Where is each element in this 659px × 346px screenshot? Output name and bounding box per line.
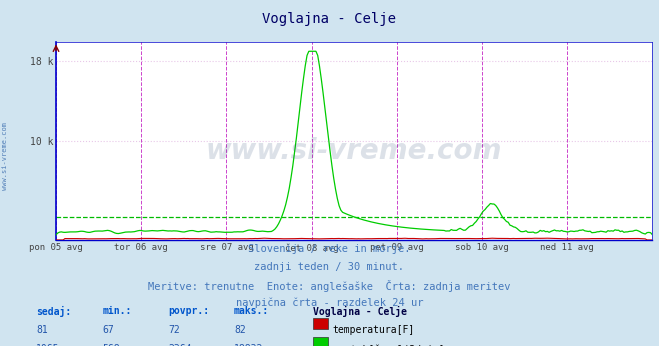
Text: navpična črta - razdelek 24 ur: navpična črta - razdelek 24 ur	[236, 298, 423, 308]
Text: 18832: 18832	[234, 344, 264, 346]
Text: 67: 67	[102, 325, 114, 335]
Text: 568: 568	[102, 344, 120, 346]
Text: 81: 81	[36, 325, 48, 335]
Text: 2364: 2364	[168, 344, 192, 346]
Text: zadnji teden / 30 minut.: zadnji teden / 30 minut.	[254, 262, 405, 272]
Text: Slovenija / reke in morje.: Slovenija / reke in morje.	[248, 244, 411, 254]
Text: sedaj:: sedaj:	[36, 306, 71, 317]
Text: povpr.:: povpr.:	[168, 306, 209, 316]
Text: temperatura[F]: temperatura[F]	[333, 325, 415, 335]
Text: 72: 72	[168, 325, 180, 335]
Text: 82: 82	[234, 325, 246, 335]
Text: Voglajna - Celje: Voglajna - Celje	[313, 306, 407, 317]
Text: maks.:: maks.:	[234, 306, 269, 316]
Text: min.:: min.:	[102, 306, 132, 316]
Text: Voglajna - Celje: Voglajna - Celje	[262, 12, 397, 26]
Text: 1065: 1065	[36, 344, 60, 346]
Text: www.si-vreme.com: www.si-vreme.com	[2, 122, 9, 190]
Text: www.si-vreme.com: www.si-vreme.com	[206, 137, 502, 165]
Text: pretok[čevelj3/min]: pretok[čevelj3/min]	[333, 344, 444, 346]
Text: Meritve: trenutne  Enote: anglešaške  Črta: zadnja meritev: Meritve: trenutne Enote: anglešaške Črta…	[148, 280, 511, 292]
